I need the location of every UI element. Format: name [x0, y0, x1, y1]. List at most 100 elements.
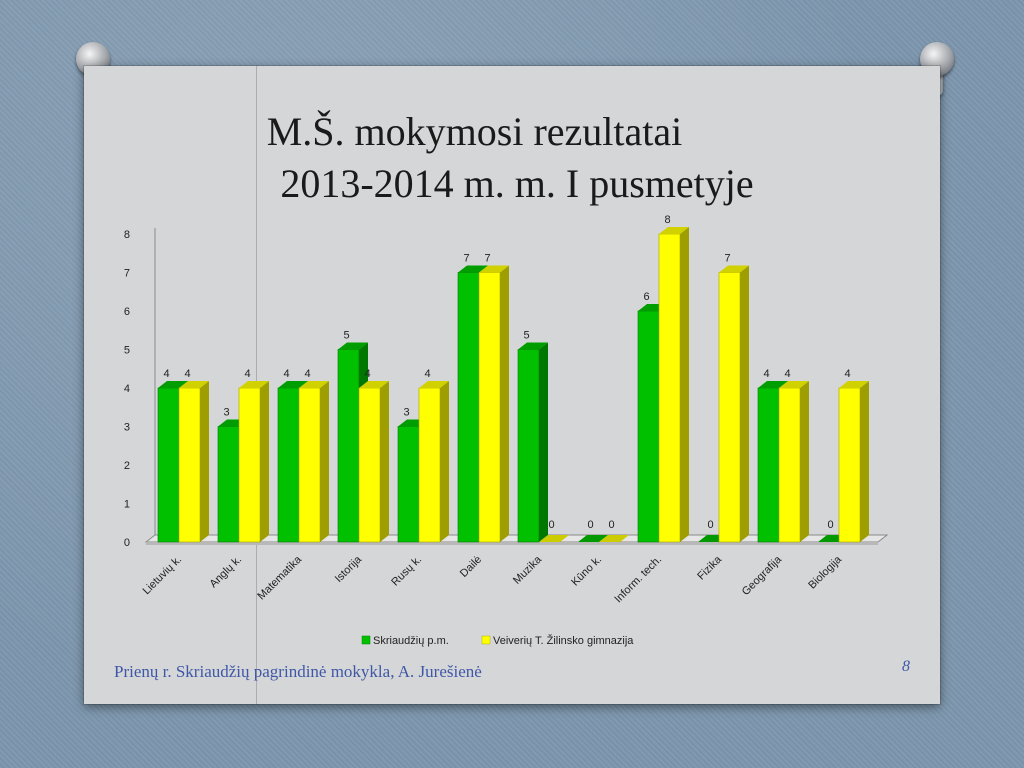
x-tick-label: Lietuvių k. [141, 554, 185, 598]
data-label: 7 [724, 253, 730, 265]
y-tick-label: 6 [124, 306, 130, 318]
bar-front [277, 387, 300, 543]
bar-top [299, 381, 329, 388]
page-number: 8 [902, 658, 910, 675]
x-tick-label: Muzika [511, 553, 545, 587]
bar-side [320, 381, 329, 542]
data-label: 7 [484, 253, 490, 265]
legend-label: Veiverių T. Žilinsko gimnazija [493, 634, 634, 647]
title-line-2: 2013-2014 m. m. I pusmetyje [280, 161, 754, 206]
y-tick-label: 1 [124, 499, 130, 511]
bar-top [758, 381, 788, 388]
bar-front [778, 387, 801, 543]
bar-top [659, 227, 689, 234]
data-label: 3 [223, 407, 229, 419]
bar-front [517, 349, 540, 543]
x-tick-label: Geografija [740, 553, 785, 598]
bar-front [457, 272, 480, 543]
legend-swatch [361, 635, 371, 645]
bar-front [718, 272, 741, 543]
bar-side [380, 381, 389, 542]
data-label: 4 [163, 368, 169, 380]
bar-chart: 0 1 2 3 4 5 6 7 8 4 3 4 5 3 7 5 0 6 0 4 0 4 4 4 4 4 7 0 0 8 7 4 4 Lietuvi… [124, 214, 889, 647]
legend-swatch [481, 635, 491, 645]
data-label: 7 [463, 253, 469, 265]
bar-front [238, 387, 261, 543]
bar-front [217, 426, 240, 543]
bar-front [478, 272, 501, 543]
bar-front [838, 387, 861, 543]
data-label: 0 [707, 519, 713, 531]
bar-side [539, 342, 548, 542]
bar-side [500, 265, 509, 542]
bar-front [418, 387, 441, 543]
slide-title: M.Š. mokymosi rezultatai 2013-2014 m. m.… [84, 106, 940, 210]
bar-front [178, 387, 201, 543]
bar-top [278, 381, 308, 388]
x-tick-label: Istorija [333, 553, 365, 585]
y-tick-label: 7 [124, 268, 130, 280]
bar-side [860, 381, 869, 542]
bar-zero [599, 535, 629, 542]
data-label: 4 [784, 368, 790, 380]
bar-top [518, 342, 548, 350]
y-tick-label: 0 [124, 537, 130, 549]
bar-side [740, 265, 749, 542]
bar-top [338, 342, 368, 350]
data-label: 4 [844, 368, 850, 380]
x-tick-label: Rusų k. [389, 554, 424, 589]
data-label: 4 [283, 368, 289, 380]
data-label: 0 [548, 519, 554, 531]
bar-front [757, 387, 780, 543]
bar-top [719, 265, 749, 273]
bar-top [779, 381, 809, 388]
bar-side [260, 381, 269, 542]
data-label: 3 [403, 407, 409, 419]
bar-front [298, 387, 321, 543]
bar-front [397, 426, 420, 543]
bar-zero [539, 535, 569, 542]
x-tick-label: Anglų k. [208, 554, 245, 591]
x-tick-label: Kūno k. [569, 554, 604, 589]
y-tick-label: 8 [124, 229, 130, 241]
slide: M.Š. mokymosi rezultatai 2013-2014 m. m.… [84, 66, 940, 704]
bar-top [458, 265, 488, 273]
data-label: 0 [608, 519, 614, 531]
bar-top [419, 381, 449, 388]
x-tick-label: Fizika [695, 553, 724, 582]
x-tick-label: Dailė [458, 554, 484, 580]
bar-top [479, 265, 509, 273]
data-label: 0 [587, 519, 593, 531]
bar-side [680, 227, 689, 542]
legend-label: Skriaudžių p.m. [373, 635, 449, 647]
data-label: 4 [763, 368, 769, 380]
bar-top [359, 381, 389, 388]
x-tick-label: Biologija [806, 553, 845, 592]
data-label: 5 [343, 330, 349, 342]
chart-floor-edge [146, 542, 878, 545]
x-tick-label: Inform. tech. [612, 554, 664, 606]
bar-side [200, 381, 209, 542]
x-tick-label: Matematika [255, 553, 304, 602]
bar-side [800, 381, 809, 542]
bar-side [440, 381, 449, 542]
footer-text: Prienų r. Skriaudžių pagrindinė mokykla,… [114, 662, 482, 681]
bar-front [337, 349, 360, 543]
data-label: 4 [304, 368, 310, 380]
y-tick-label: 2 [124, 460, 130, 472]
bar-top [158, 381, 188, 388]
y-tick-label: 3 [124, 422, 130, 434]
bar-front [658, 233, 681, 543]
bar-zero [578, 535, 608, 542]
bar-top [839, 381, 869, 388]
bar-front [637, 310, 660, 543]
data-label: 0 [827, 519, 833, 531]
bar-top [239, 381, 269, 388]
data-label: 4 [424, 368, 430, 380]
data-label: 8 [664, 214, 670, 226]
bar-front [157, 387, 180, 543]
data-label: 4 [184, 368, 190, 380]
bar-front [358, 387, 381, 543]
y-tick-label: 4 [124, 383, 130, 395]
data-label: 6 [643, 291, 649, 303]
